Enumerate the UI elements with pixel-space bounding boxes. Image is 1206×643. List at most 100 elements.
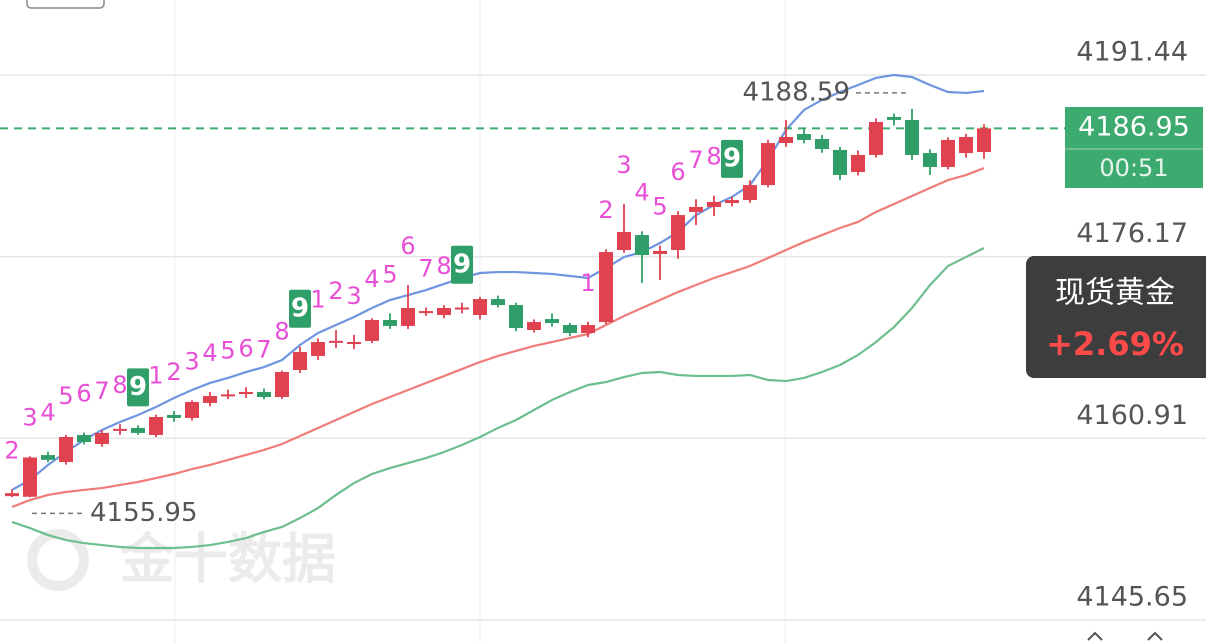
candle-body bbox=[671, 215, 685, 251]
td-label: 5 bbox=[58, 382, 73, 410]
candle-body bbox=[869, 121, 883, 155]
y-tick-label: 4145.65 bbox=[1076, 581, 1188, 612]
candle-body bbox=[941, 139, 955, 167]
td-label: 6 bbox=[76, 379, 91, 407]
candle-body bbox=[545, 319, 559, 323]
candle-body bbox=[689, 206, 703, 212]
candle-body bbox=[599, 252, 613, 323]
td-label: 4 bbox=[634, 178, 649, 206]
candle-body bbox=[959, 136, 973, 154]
candle-body bbox=[77, 434, 91, 442]
y-tick-label: 4191.44 bbox=[1076, 36, 1188, 67]
td-label: 2 bbox=[598, 196, 613, 224]
td-label: 7 bbox=[418, 255, 433, 283]
candle-body bbox=[185, 402, 199, 418]
td-label: 5 bbox=[220, 337, 235, 365]
candle-body bbox=[797, 134, 811, 140]
candle-body bbox=[419, 311, 433, 314]
price-box bbox=[1065, 107, 1203, 188]
panel-bg bbox=[1026, 256, 1206, 378]
candle-body bbox=[707, 201, 721, 207]
td-label: 4 bbox=[364, 265, 379, 293]
candle-body bbox=[509, 305, 523, 328]
candle-body bbox=[977, 128, 991, 152]
td-label: 9 bbox=[129, 372, 147, 402]
candle-body bbox=[203, 395, 217, 403]
td-label: 2 bbox=[4, 437, 19, 465]
td-box bbox=[289, 289, 311, 328]
candle-body bbox=[455, 307, 469, 310]
candle-body bbox=[365, 320, 379, 341]
td-label: 8 bbox=[112, 371, 127, 399]
top-button[interactable] bbox=[26, 0, 105, 9]
td-label: 2 bbox=[166, 358, 181, 386]
candle-body bbox=[923, 153, 937, 167]
td-label: 5 bbox=[652, 193, 667, 221]
td-box bbox=[127, 368, 149, 407]
candle-body bbox=[113, 428, 127, 431]
instrument-panel: 现货黄金 +2.69% bbox=[1026, 256, 1206, 378]
max-label: 4188.59 bbox=[742, 77, 850, 107]
candle-body bbox=[329, 340, 343, 343]
candle-body bbox=[635, 235, 649, 256]
td-label: 8 bbox=[274, 318, 289, 346]
td-label: 9 bbox=[723, 143, 741, 173]
td-label: 4 bbox=[202, 339, 217, 367]
td-label: 1 bbox=[580, 269, 595, 297]
candle-body bbox=[815, 139, 829, 149]
corner-icons[interactable] bbox=[1087, 631, 1163, 641]
candle-body bbox=[347, 342, 361, 345]
watermark-text: 金十数据 bbox=[119, 528, 336, 591]
candle-body bbox=[257, 392, 271, 398]
indicator-line bbox=[11, 167, 985, 509]
candle-body bbox=[527, 322, 541, 331]
td-label: 4 bbox=[40, 399, 55, 427]
candle-body bbox=[743, 185, 757, 201]
td-box bbox=[451, 245, 473, 284]
candle-body bbox=[833, 149, 847, 175]
candle-body bbox=[221, 394, 235, 397]
candle-body bbox=[563, 325, 577, 333]
td-label: 2 bbox=[328, 277, 343, 305]
candle-body bbox=[95, 432, 109, 445]
y-tick-label: 4160.91 bbox=[1076, 400, 1188, 431]
td-label: 3 bbox=[22, 403, 37, 431]
candle-body bbox=[383, 320, 397, 326]
td-label: 5 bbox=[382, 260, 397, 288]
indicator-line bbox=[11, 247, 985, 550]
td-label: 8 bbox=[436, 252, 451, 280]
td-label: 3 bbox=[346, 282, 361, 310]
td-label: 7 bbox=[256, 335, 271, 363]
candle-body bbox=[401, 307, 415, 326]
last-price: 4186.95 bbox=[1078, 112, 1190, 143]
price-tag: 4186.95 00:51 bbox=[1065, 107, 1203, 188]
td-label: 3 bbox=[184, 347, 199, 375]
candle-body bbox=[5, 493, 19, 497]
td-label: 8 bbox=[706, 143, 721, 171]
td-box bbox=[721, 139, 743, 178]
countdown: 00:51 bbox=[1099, 154, 1168, 182]
candle-body bbox=[41, 455, 55, 460]
candle-body bbox=[617, 231, 631, 251]
td-label: 9 bbox=[453, 249, 471, 279]
candle-body bbox=[23, 457, 37, 497]
candle-body bbox=[311, 342, 325, 356]
candle-body bbox=[905, 119, 919, 155]
min-label: 4155.95 bbox=[90, 498, 198, 528]
candle-body bbox=[851, 154, 865, 172]
td-label: 1 bbox=[148, 362, 163, 390]
candle-body bbox=[887, 116, 901, 120]
candle-body bbox=[239, 392, 253, 395]
candle-body bbox=[491, 299, 505, 306]
candle-body bbox=[149, 417, 163, 435]
candle-body bbox=[131, 427, 145, 433]
td-label: 7 bbox=[688, 146, 703, 174]
candle-body bbox=[59, 436, 73, 462]
y-tick-label: 4176.17 bbox=[1076, 218, 1188, 249]
td-label: 6 bbox=[400, 232, 415, 260]
candle-body bbox=[653, 250, 667, 254]
instrument-name: 现货黄金 bbox=[1055, 276, 1175, 311]
watermark: 金十数据 bbox=[27, 528, 336, 591]
